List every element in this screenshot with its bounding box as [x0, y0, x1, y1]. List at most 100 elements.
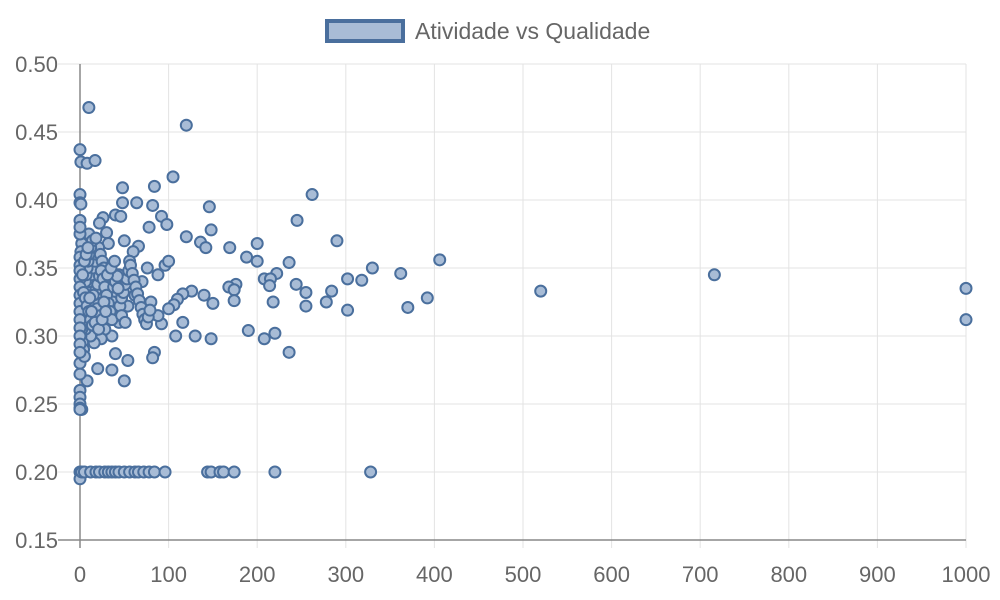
x-tick-label: 900	[859, 562, 896, 587]
data-point	[74, 197, 88, 211]
data-point	[89, 231, 103, 245]
data-point	[91, 362, 105, 376]
data-point	[959, 313, 973, 327]
data-point	[73, 220, 87, 234]
data-point	[299, 299, 313, 313]
data-point	[73, 345, 87, 359]
data-point	[147, 179, 161, 193]
x-tick-label: 300	[327, 562, 364, 587]
data-point	[263, 279, 277, 293]
data-point	[179, 230, 193, 244]
data-point	[166, 170, 180, 184]
data-point	[143, 303, 157, 317]
data-point	[116, 196, 130, 210]
data-point	[111, 281, 125, 295]
data-point	[130, 196, 144, 210]
data-point	[117, 234, 131, 248]
data-point	[85, 305, 99, 319]
data-point	[707, 268, 721, 282]
x-tick-label: 200	[239, 562, 276, 587]
data-point	[142, 220, 156, 234]
data-point	[341, 272, 355, 286]
data-point	[959, 281, 973, 295]
data-point	[240, 250, 254, 264]
data-point	[188, 329, 202, 343]
y-tick-label: 0.50	[15, 52, 58, 77]
data-point	[73, 402, 87, 416]
x-tick-label: 500	[505, 562, 542, 587]
data-point	[151, 268, 165, 282]
data-point	[217, 465, 231, 479]
data-point	[176, 315, 190, 329]
data-point	[433, 253, 447, 267]
data-point	[199, 241, 213, 255]
data-point	[179, 118, 193, 132]
x-tick-label: 800	[770, 562, 807, 587]
data-point	[365, 261, 379, 275]
data-point	[117, 374, 131, 388]
data-point	[268, 465, 282, 479]
data-point	[204, 223, 218, 237]
data-point	[118, 315, 132, 329]
data-point	[355, 273, 369, 287]
data-point	[341, 303, 355, 317]
data-point	[290, 213, 304, 227]
legend-swatch	[325, 19, 405, 43]
data-point	[257, 332, 271, 346]
data-point	[534, 284, 548, 298]
data-point	[83, 291, 97, 305]
data-point	[88, 154, 102, 168]
y-tick-label: 0.20	[15, 460, 58, 485]
x-tick-label: 0	[74, 562, 86, 587]
x-tick-label: 400	[416, 562, 453, 587]
x-tick-label: 600	[593, 562, 630, 587]
data-point	[82, 101, 96, 115]
data-point	[92, 216, 106, 230]
data-point	[227, 465, 241, 479]
data-point	[401, 300, 415, 314]
data-point	[169, 329, 183, 343]
y-tick-label: 0.35	[15, 256, 58, 281]
y-tick-label: 0.40	[15, 188, 58, 213]
data-point	[241, 324, 255, 338]
y-tick-label: 0.15	[15, 528, 58, 553]
data-point	[325, 284, 339, 298]
data-point	[206, 296, 220, 310]
data-point	[330, 234, 344, 248]
legend-label: Atividade vs Qualidade	[415, 17, 651, 44]
data-point	[204, 332, 218, 346]
data-point	[394, 266, 408, 280]
data-point	[73, 367, 87, 381]
data-point	[162, 254, 176, 268]
data-point	[146, 351, 160, 365]
data-point	[420, 291, 434, 305]
data-point	[282, 345, 296, 359]
data-point	[250, 237, 264, 251]
data-point	[319, 295, 333, 309]
data-point	[73, 143, 87, 157]
data-point	[121, 353, 135, 367]
y-tick-label: 0.25	[15, 392, 58, 417]
data-point	[299, 285, 313, 299]
data-point	[250, 254, 264, 268]
data-point	[364, 465, 378, 479]
data-point	[147, 465, 161, 479]
data-point	[140, 261, 154, 275]
data-point	[100, 226, 114, 240]
legend[interactable]: Atividade vs Qualidade	[325, 16, 650, 46]
data-point	[160, 217, 174, 231]
y-tick-label: 0.30	[15, 324, 58, 349]
data-point	[146, 198, 160, 212]
data-point	[202, 200, 216, 214]
data-point	[289, 277, 303, 291]
y-tick-label: 0.45	[15, 120, 58, 145]
data-point	[116, 181, 130, 195]
data-point	[105, 363, 119, 377]
data-point	[76, 268, 90, 282]
data-point	[227, 283, 241, 297]
data-point	[158, 465, 172, 479]
x-tick-label: 700	[682, 562, 719, 587]
data-point	[266, 295, 280, 309]
